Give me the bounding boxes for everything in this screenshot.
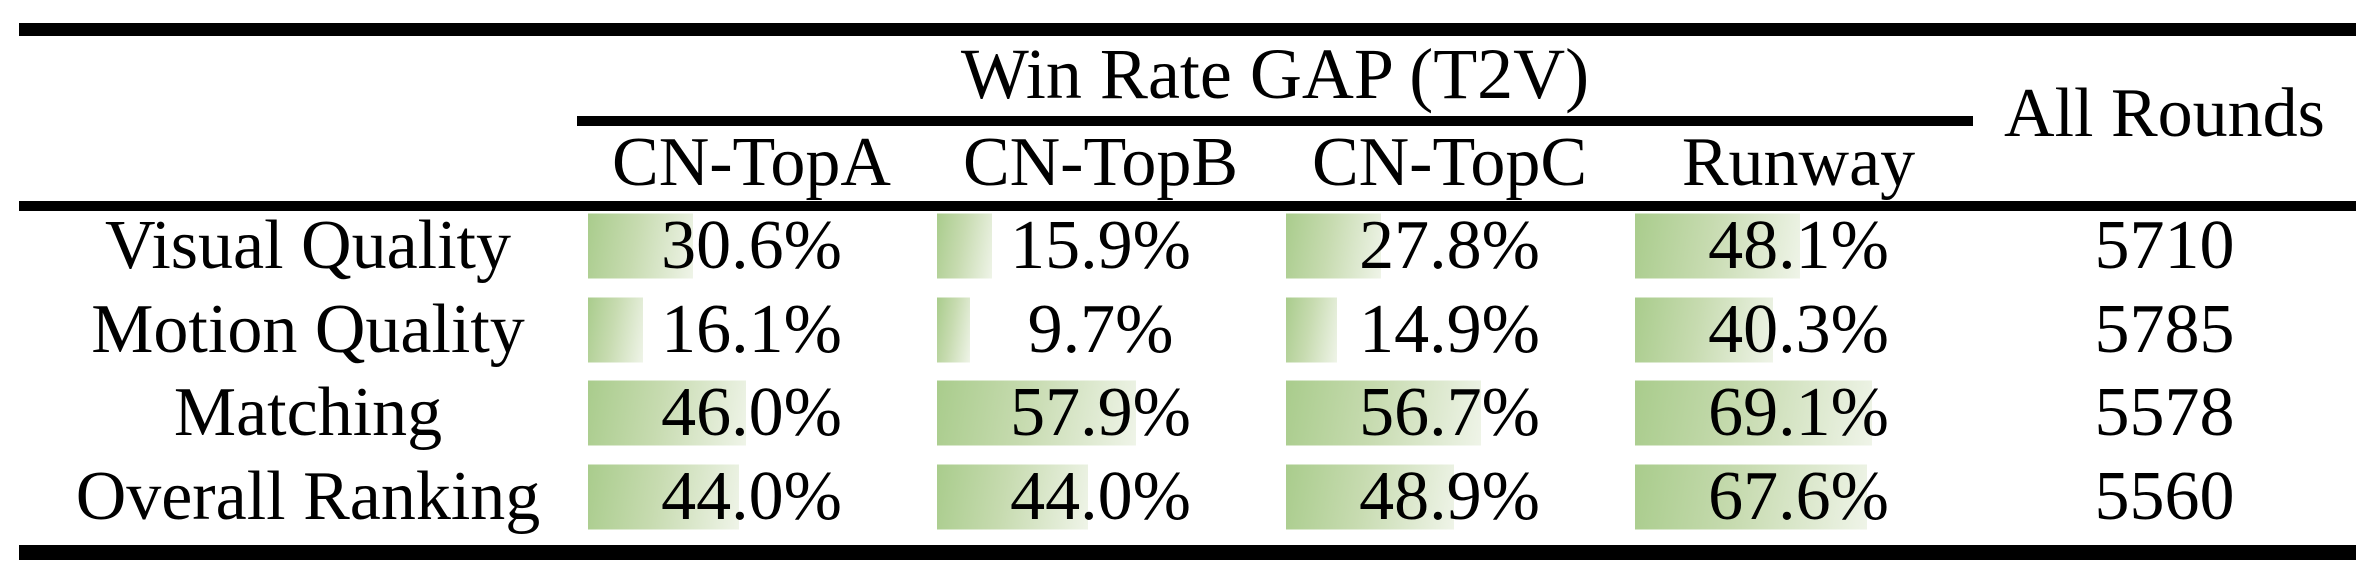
table-row: Visual Quality 30.6% 15.9% 27.8% 48.1% 5710 (19, 204, 2356, 288)
all-rounds-value: 5785 (2094, 290, 2235, 368)
row-label: Motion Quality (91, 290, 525, 368)
table-row: Overall Ranking 44.0% 44.0% 48.9% 67.6% 5560 (19, 455, 2356, 539)
win-rate-value: 15.9% (1010, 206, 1191, 284)
win-rate-cell: 46.0% (577, 372, 926, 456)
win-rate-value: 69.1% (1708, 374, 1889, 452)
win-rate-bar (588, 380, 746, 446)
top-rule (19, 23, 2356, 36)
win-rate-cell: 56.7% (1275, 372, 1624, 456)
win-rate-value: 14.9% (1359, 290, 1540, 368)
win-rate-cell: 15.9% (926, 204, 1275, 288)
row-label: Matching (173, 374, 443, 452)
win-rate-cell: 48.9% (1275, 455, 1624, 539)
table-row: Matching 46.0% 57.9% 56.7% 69.1% 5578 (19, 372, 2356, 456)
row-label: Visual Quality (104, 206, 512, 284)
win-rate-bar (937, 297, 971, 363)
all-rounds-value: 5578 (2094, 374, 2235, 452)
all-rounds-value: 5710 (2094, 206, 2235, 284)
bottom-rule (19, 545, 2356, 560)
header-bottom-rule (19, 201, 2356, 211)
win-rate-bar (588, 297, 644, 363)
win-rate-bar (1635, 297, 1774, 363)
win-rate-bar (1635, 380, 1872, 446)
win-rate-value: 27.8% (1359, 206, 1540, 284)
win-rate-cell: 27.8% (1275, 204, 1624, 288)
win-rate-cell: 44.0% (577, 455, 926, 539)
win-rate-bar (937, 213, 992, 279)
win-rate-cell: 69.1% (1624, 372, 1973, 456)
win-rate-value: 16.1% (661, 290, 842, 368)
win-rate-bar (937, 464, 1088, 530)
win-rate-value: 57.9% (1010, 374, 1191, 452)
win-rate-value: 67.6% (1708, 458, 1889, 536)
win-rate-cell: 44.0% (926, 455, 1275, 539)
win-rate-cell: 48.1% (1624, 204, 1973, 288)
column-header-runway: Runway (1681, 124, 1916, 201)
column-header-cn-topb: CN-TopB (962, 124, 1239, 201)
win-rate-bar (1286, 464, 1454, 530)
win-rate-value: 9.7% (1027, 290, 1174, 368)
win-rate-value: 46.0% (661, 374, 842, 452)
win-rate-cell: 30.6% (577, 204, 926, 288)
win-rate-bar (937, 380, 1136, 446)
win-rate-bar (588, 464, 739, 530)
table-body: Visual Quality 30.6% 15.9% 27.8% 48.1% 5710 Mo… (19, 204, 2356, 539)
win-rate-cell: 14.9% (1275, 288, 1624, 372)
group-header-rule (577, 116, 1973, 126)
win-rate-bar (1286, 213, 1382, 279)
win-rate-value: 48.9% (1359, 458, 1540, 536)
win-rate-bar (1286, 297, 1338, 363)
win-rate-cell: 9.7% (926, 288, 1275, 372)
row-label: Overall Ranking (75, 458, 541, 536)
win-rate-value: 30.6% (661, 206, 842, 284)
win-rate-cell: 40.3% (1624, 288, 1973, 372)
column-header-cn-topa: CN-TopA (612, 124, 891, 201)
win-rate-cell: 16.1% (577, 288, 926, 372)
column-header-cn-topc: CN-TopC (1311, 124, 1588, 201)
win-rate-value: 44.0% (661, 458, 842, 536)
all-rounds-value: 5560 (2094, 458, 2235, 536)
win-rate-bar (1635, 464, 1867, 530)
win-rate-value: 56.7% (1359, 374, 1540, 452)
win-rate-value: 40.3% (1708, 290, 1889, 368)
group-header: Win Rate GAP (T2V) (960, 33, 1590, 114)
win-rate-value: 48.1% (1708, 206, 1889, 284)
win-rate-bar (588, 213, 693, 279)
table-row: Motion Quality 16.1% 9.7% 14.9% 40.3% 5785 (19, 288, 2356, 372)
all-rounds-header: All Rounds (2004, 75, 2325, 152)
win-rate-bar (1635, 213, 1800, 279)
win-rate-cell: 57.9% (926, 372, 1275, 456)
column-header-row: CN-TopA CN-TopB CN-TopC Runway (577, 124, 1973, 201)
win-rate-bar (1286, 380, 1481, 446)
win-rate-cell: 67.6% (1624, 455, 1973, 539)
win-rate-value: 44.0% (1010, 458, 1191, 536)
